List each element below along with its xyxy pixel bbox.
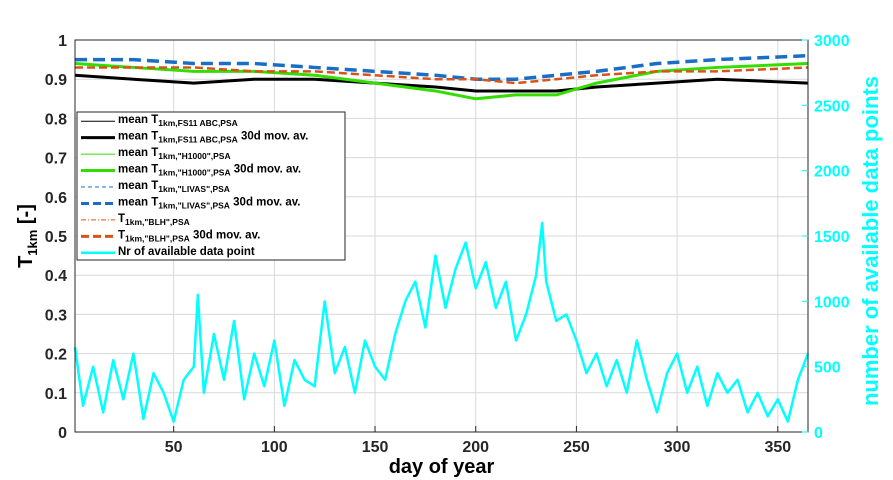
x-tick-labels: 50 100 150 200 250 300 350 <box>165 426 791 456</box>
x-tick-label: 300 <box>664 439 691 456</box>
legend-entry-subscript: 1km,"LIVAS",PSA <box>158 184 230 194</box>
legend-entry-main: T <box>118 229 125 241</box>
y2-tick-label: 3000 <box>814 33 850 50</box>
legend-entry-subscript: 1km,FS11 ABC,PSA <box>158 118 238 128</box>
x-tick-label: 200 <box>462 439 489 456</box>
legend-entry-main: Nr of available data point <box>118 246 255 258</box>
y2-tick-label: 1000 <box>814 294 850 311</box>
y2-tick-label: 0 <box>814 425 823 442</box>
legend-entry-main: mean T <box>118 180 158 192</box>
series-line-fs11-abc <box>74 73 809 93</box>
legend-entry-suffix: 30d mov. av. <box>238 131 309 143</box>
x-tick-label: 100 <box>261 439 288 456</box>
series-line-livas <box>75 53 809 81</box>
legend-entry-suffix: 30d mov. av. <box>231 164 302 176</box>
legend-entry: mean T1km,"LIVAS",PSA 30d mov. av. <box>118 196 300 210</box>
x-axis-label: day of year <box>389 456 495 478</box>
y2-tick-label: 1500 <box>814 229 850 246</box>
y-tick-label: 0 <box>58 425 67 442</box>
y-tick-label: 0.1 <box>45 386 67 403</box>
y-axis-label-main: T <box>15 256 37 268</box>
legend-entry-main: mean T <box>118 196 158 208</box>
y-tick-label: 1 <box>58 33 67 50</box>
y-axis-label-unit: [-] <box>15 204 37 230</box>
legend-entry: Nr of available data point <box>118 246 255 258</box>
count-series-line <box>73 221 810 423</box>
series-layer <box>74 53 809 101</box>
y2-tick-label: 2000 <box>814 164 850 181</box>
y2-tick-label: 2500 <box>814 98 850 115</box>
y-axis-label: T1km [-] <box>15 204 40 268</box>
legend-entry: mean T1km,FS11 ABC,PSA <box>118 114 238 128</box>
y2-tick-labels: 0 500 1000 1500 2000 2500 3000 <box>802 33 850 442</box>
y-tick-label: 0.3 <box>45 307 67 324</box>
legend-entry-subscript: 1km,"BLH",PSA <box>125 233 190 243</box>
y-tick-label: 0.8 <box>45 111 67 128</box>
y-tick-label: 0.4 <box>45 268 67 285</box>
legend-entry: T1km,"BLH",PSA <box>118 213 190 227</box>
legend-entry-main: mean T <box>118 114 158 126</box>
legend-entry-main: mean T <box>118 131 158 143</box>
legend-entry-suffix: 30d mov. av. <box>190 229 261 241</box>
legend-entry: mean T1km,"H1000",PSA <box>118 147 231 161</box>
legend-entry: mean T1km,"LIVAS",PSA <box>118 180 230 194</box>
legend-entry: mean T1km,"H1000",PSA 30d mov. av. <box>118 164 301 178</box>
legend-entry: mean T1km,FS11 ABC,PSA 30d mov. av. <box>118 131 308 145</box>
legend-box <box>76 111 346 261</box>
y-tick-label: 0.2 <box>45 347 67 364</box>
y-tick-labels: 0 0.1 0.2 0.3 0.4 0.5 0.6 0.7 0.8 0.9 1 <box>45 33 67 442</box>
x-tick-label: 150 <box>362 439 389 456</box>
legend-entry-subscript: 1km,"BLH",PSA <box>125 217 190 227</box>
y-tick-label: 0.9 <box>45 72 67 89</box>
legend-entry-subscript: 1km,"H1000",PSA <box>158 151 230 161</box>
legend-entry-main: mean T <box>118 164 158 176</box>
legend-entry-subscript: 1km,"LIVAS",PSA <box>158 200 230 210</box>
x-tick-label: 350 <box>764 439 791 456</box>
legend-entry-main: mean T <box>118 147 158 159</box>
legend-entry-subscript: 1km,FS11 ABC,PSA <box>158 135 238 145</box>
legend-entry: T1km,"BLH",PSA 30d mov. av. <box>118 229 260 243</box>
y2-axis-label: number of available data points <box>858 76 883 406</box>
y-tick-label: 0.5 <box>45 229 67 246</box>
y-tick-label: 0.7 <box>45 151 67 168</box>
series-line-h1000 <box>74 62 809 101</box>
x-tick-label: 250 <box>563 439 590 456</box>
legend-entry-suffix: 30d mov. av. <box>230 196 301 208</box>
count-series-layer <box>73 221 810 423</box>
y2-tick-label: 500 <box>814 360 841 377</box>
x-tick-label: 50 <box>165 439 183 456</box>
y-tick-label: 0.6 <box>45 190 67 207</box>
y-axis-label-subscript: 1km <box>25 230 40 256</box>
legend-entry-subscript: 1km,"H1000",PSA <box>158 168 230 178</box>
legend-entry-main: T <box>118 213 125 225</box>
